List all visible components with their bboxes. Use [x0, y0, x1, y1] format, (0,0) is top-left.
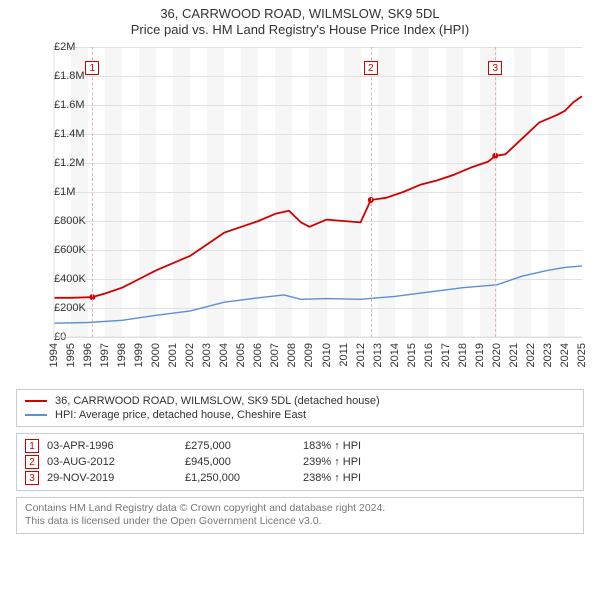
- sale-marker-icon: 1: [25, 439, 39, 453]
- x-axis-label: 2019: [474, 343, 486, 367]
- x-axis-label: 2007: [269, 343, 281, 367]
- x-axis-label: 2022: [525, 343, 537, 367]
- sale-hpi-ratio: 239% ↑ HPI: [303, 456, 413, 468]
- x-axis-label: 2025: [576, 343, 588, 367]
- sale-marker-icon: 3: [25, 471, 39, 485]
- attribution-line1: Contains HM Land Registry data © Crown c…: [25, 502, 575, 516]
- sale-marker-icon: 1: [85, 61, 99, 75]
- sale-row: 2 03-AUG-2012 £945,000 239% ↑ HPI: [25, 454, 575, 470]
- sale-marker-icon: 3: [488, 61, 502, 75]
- chart-title-line1: 36, CARRWOOD ROAD, WILMSLOW, SK9 5DL: [8, 6, 592, 22]
- legend-swatch-icon: [25, 400, 47, 402]
- x-axis-label: 2014: [389, 343, 401, 367]
- x-axis-label: 2009: [303, 343, 315, 367]
- x-axis-label: 2021: [508, 343, 520, 367]
- x-axis-label: 2024: [559, 343, 571, 367]
- x-axis-label: 2017: [440, 343, 452, 367]
- x-axis-label: 2004: [218, 343, 230, 367]
- x-axis-label: 2011: [338, 343, 350, 367]
- x-axis-label: 2018: [457, 343, 469, 367]
- attribution-line2: This data is licensed under the Open Gov…: [25, 515, 575, 529]
- x-axis-label: 2020: [491, 343, 503, 367]
- legend-item: HPI: Average price, detached house, Ches…: [25, 408, 575, 422]
- sale-price: £1,250,000: [185, 472, 295, 484]
- series-hpi: [54, 265, 582, 322]
- sale-hpi-ratio: 183% ↑ HPI: [303, 440, 413, 452]
- sale-row: 1 03-APR-1996 £275,000 183% ↑ HPI: [25, 438, 575, 454]
- x-axis-label: 2015: [406, 343, 418, 367]
- sale-price: £945,000: [185, 456, 295, 468]
- x-axis-label: 2000: [150, 343, 162, 367]
- x-axis-label: 2005: [235, 343, 247, 367]
- x-axis-label: 2008: [286, 343, 298, 367]
- sale-price: £275,000: [185, 440, 295, 452]
- sale-row: 3 29-NOV-2019 £1,250,000 238% ↑ HPI: [25, 470, 575, 486]
- legend-swatch-icon: [25, 414, 47, 416]
- chart-area: 1994 1995 1996 1997 1998 1999 2000 2001 2002 2003…: [8, 43, 592, 383]
- sale-date: 29-NOV-2019: [47, 472, 177, 484]
- x-axis-label: 2010: [321, 343, 333, 367]
- sale-marker-icon: 2: [364, 61, 378, 75]
- legend-label: 36, CARRWOOD ROAD, WILMSLOW, SK9 5DL (de…: [55, 395, 380, 407]
- x-axis-label: 2023: [542, 343, 554, 367]
- x-axis-label: 2001: [167, 343, 179, 367]
- x-axis-label: 1997: [99, 343, 111, 367]
- attribution: Contains HM Land Registry data © Crown c…: [16, 497, 584, 534]
- chart-svg: [8, 43, 584, 339]
- x-axis-label: 2002: [184, 343, 196, 367]
- sale-date: 03-APR-1996: [47, 440, 177, 452]
- x-axis-label: 2006: [252, 343, 264, 367]
- series-price_paid: [54, 96, 582, 297]
- legend: 36, CARRWOOD ROAD, WILMSLOW, SK9 5DL (de…: [16, 389, 584, 427]
- x-axis-label: 1996: [82, 343, 94, 367]
- legend-item: 36, CARRWOOD ROAD, WILMSLOW, SK9 5DL (de…: [25, 394, 575, 408]
- x-axis-label: 1998: [116, 343, 128, 367]
- x-axis-label: 1999: [133, 343, 145, 367]
- sale-marker-icon: 2: [25, 455, 39, 469]
- legend-label: HPI: Average price, detached house, Ches…: [55, 409, 306, 421]
- x-axis-label: 1995: [65, 343, 77, 367]
- sales-table: 1 03-APR-1996 £275,000 183% ↑ HPI 2 03-AUG-20…: [16, 433, 584, 491]
- chart-title-line2: Price paid vs. HM Land Registry's House …: [8, 22, 592, 38]
- x-axis-label: 2016: [423, 343, 435, 367]
- sale-hpi-ratio: 238% ↑ HPI: [303, 472, 413, 484]
- x-axis-label: 2012: [355, 343, 367, 367]
- x-axis-label: 1994: [48, 343, 60, 367]
- sale-date: 03-AUG-2012: [47, 456, 177, 468]
- x-axis-label: 2003: [201, 343, 213, 367]
- x-axis-label: 2013: [372, 343, 384, 367]
